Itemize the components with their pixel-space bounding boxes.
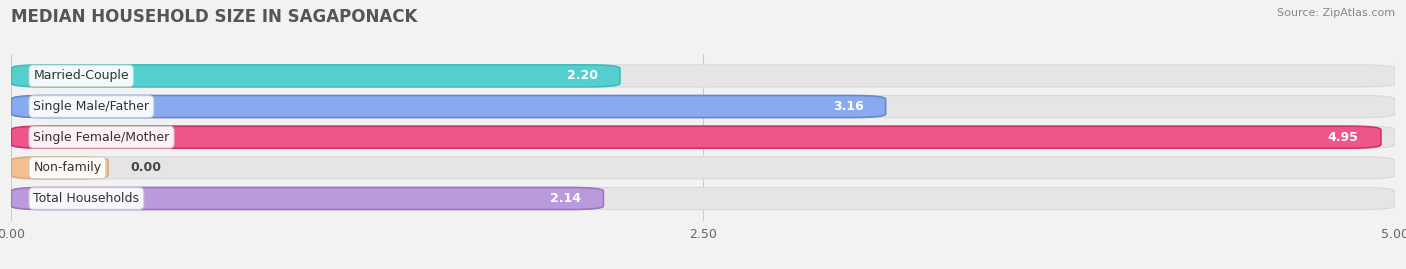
Text: Single Female/Mother: Single Female/Mother: [34, 131, 170, 144]
FancyBboxPatch shape: [11, 95, 886, 118]
FancyBboxPatch shape: [11, 187, 603, 210]
FancyBboxPatch shape: [11, 187, 1395, 210]
FancyBboxPatch shape: [11, 65, 620, 87]
FancyBboxPatch shape: [11, 126, 1381, 148]
Text: Source: ZipAtlas.com: Source: ZipAtlas.com: [1277, 8, 1395, 18]
Text: 2.20: 2.20: [567, 69, 598, 82]
Text: 2.14: 2.14: [550, 192, 581, 205]
FancyBboxPatch shape: [11, 157, 108, 179]
FancyBboxPatch shape: [11, 65, 1395, 87]
Text: Married-Couple: Married-Couple: [34, 69, 129, 82]
FancyBboxPatch shape: [11, 95, 1395, 118]
Text: Single Male/Father: Single Male/Father: [34, 100, 149, 113]
FancyBboxPatch shape: [11, 157, 1395, 179]
Text: Non-family: Non-family: [34, 161, 101, 174]
FancyBboxPatch shape: [11, 126, 1395, 148]
Text: 4.95: 4.95: [1327, 131, 1358, 144]
Text: 0.00: 0.00: [131, 161, 162, 174]
Text: Total Households: Total Households: [34, 192, 139, 205]
Text: 3.16: 3.16: [832, 100, 863, 113]
Text: MEDIAN HOUSEHOLD SIZE IN SAGAPONACK: MEDIAN HOUSEHOLD SIZE IN SAGAPONACK: [11, 8, 418, 26]
